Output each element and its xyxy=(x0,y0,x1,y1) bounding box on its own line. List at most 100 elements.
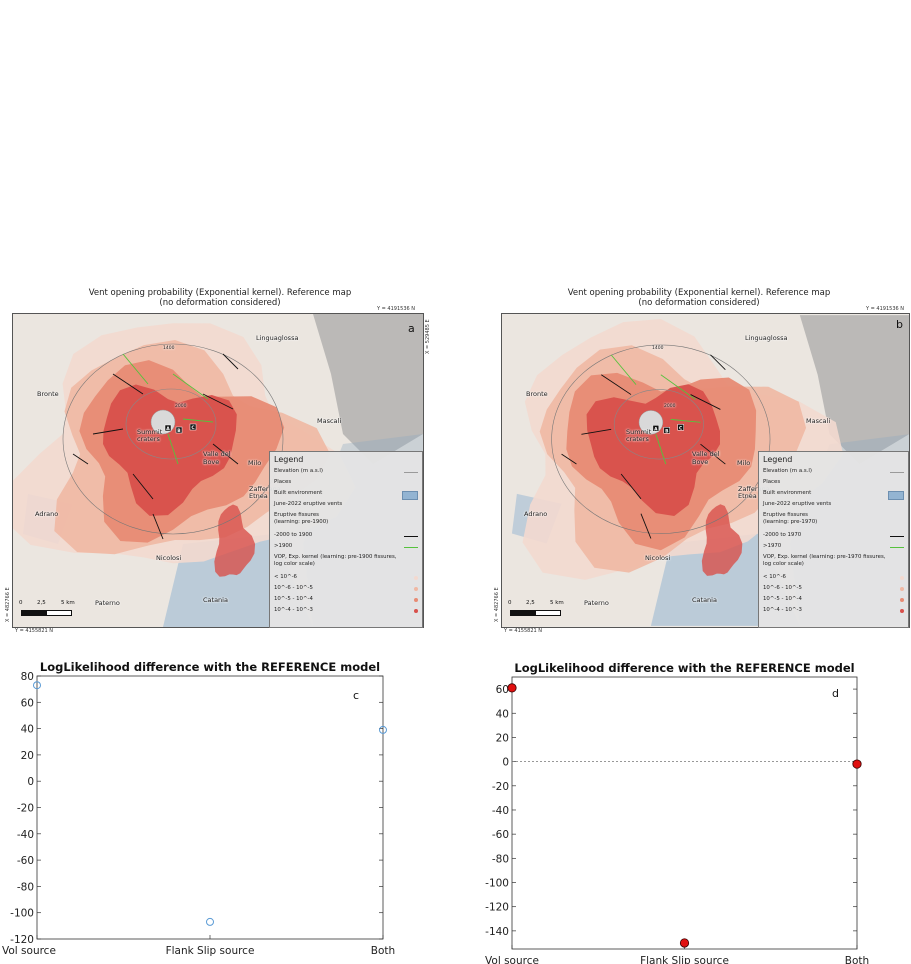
map-legend: Legend Elevation (m a.s.l) Places Built … xyxy=(269,451,423,628)
class3-dot-icon xyxy=(414,597,418,602)
y-tick-label: -40 xyxy=(492,805,509,817)
y-tick-label: 20 xyxy=(21,750,34,762)
place-milo: Milo xyxy=(737,459,751,467)
y-tick-label: -80 xyxy=(17,881,34,893)
elevation-label-2000: 2000 xyxy=(175,404,187,409)
data-point xyxy=(507,683,517,693)
legend-title: Legend xyxy=(274,455,304,464)
y-tick-label: 40 xyxy=(496,708,509,720)
place-bronte: Bronte xyxy=(526,390,548,398)
map-panel-a: Vent opening probability (Exponential ke… xyxy=(0,286,440,638)
place-zafferana: Zafferana Etnea xyxy=(738,485,770,500)
y-tick-label: -100 xyxy=(485,878,509,890)
y-tick-label: -100 xyxy=(10,908,34,920)
legend-vents: June-2022 eruptive vents xyxy=(763,501,832,507)
class1-dot-icon xyxy=(900,575,904,580)
fissure-new xyxy=(122,353,149,385)
x-tick-label: Flank Slip source xyxy=(640,955,729,964)
map-panel-b: Vent opening probability (Exponential ke… xyxy=(489,286,910,638)
data-point xyxy=(206,917,214,926)
legend-class1: < 10^-6 xyxy=(759,572,908,583)
fissure-old xyxy=(72,453,89,465)
vop-class4-south xyxy=(214,504,256,577)
fissure-old xyxy=(640,513,652,539)
place-catania: Catania xyxy=(692,596,717,604)
legend-period-old: -2000 to 1900 xyxy=(270,530,422,541)
elevation-label-1400: 1400 xyxy=(652,346,664,351)
map-title-line2: (no deformation considered) xyxy=(638,298,760,308)
chart-title: LogLikelihood difference with the REFERE… xyxy=(514,661,854,675)
legend-elevation: Elevation (m a.s.l) xyxy=(759,466,908,477)
place-mascali: Mascali xyxy=(806,417,831,425)
data-point xyxy=(679,938,690,948)
vop-class4-zone xyxy=(586,384,720,516)
fissure-old xyxy=(222,353,239,370)
fissure-old xyxy=(620,473,642,500)
vent-label-c: C xyxy=(191,425,195,431)
plot-frame xyxy=(36,675,384,940)
fissure-old xyxy=(212,443,239,465)
place-paterno: Paterno xyxy=(95,599,120,607)
class3-dot-icon xyxy=(900,597,904,602)
built-area-icon xyxy=(402,490,418,500)
y-tick-label: 40 xyxy=(21,724,34,736)
data-point xyxy=(379,725,387,734)
y-tick-label: 60 xyxy=(496,684,509,696)
vop-class4-south xyxy=(701,504,743,576)
legend-period-old: -2000 to 1970 xyxy=(759,530,908,541)
plot-frame xyxy=(511,676,858,950)
map-title-line1: Vent opening probability (Exponential ke… xyxy=(88,288,352,298)
fissure-new xyxy=(655,434,667,465)
fissure-new xyxy=(660,374,696,400)
coastal-relief xyxy=(799,315,909,465)
place-mascali: Mascali xyxy=(317,417,342,425)
place-valle-del-bove: Valle del Bove xyxy=(203,450,231,466)
legend-period-new: >1970 xyxy=(759,541,908,552)
y-tick-label: -80 xyxy=(492,853,509,865)
panel-letter-d: d xyxy=(832,687,839,700)
y-tick-label: -140 xyxy=(485,926,509,938)
panel-letter-c: c xyxy=(353,689,359,702)
vent-marker-c xyxy=(189,423,197,431)
vent-marker-c xyxy=(677,424,684,431)
class1-dot-icon xyxy=(414,575,418,580)
x-tick-label: Flank Slip source xyxy=(166,945,255,957)
coord-top: Y = 4191536 N xyxy=(866,306,905,312)
y-tick-label: -60 xyxy=(492,829,509,841)
place-bronte: Bronte xyxy=(37,390,59,398)
fissure-old xyxy=(700,443,726,465)
scalebar-black xyxy=(21,610,47,616)
fissure-old xyxy=(690,394,721,410)
coord-left: X = 482766 E xyxy=(494,587,500,622)
green-line-icon xyxy=(890,546,904,548)
fissure-old xyxy=(601,374,632,395)
scalebar-zero: 0 xyxy=(508,600,512,606)
y-tick-label: -120 xyxy=(485,902,509,914)
fissure-new xyxy=(172,373,209,400)
scalebar-end: 5 km xyxy=(550,600,564,606)
legend-places: Places xyxy=(763,479,781,485)
panel-letter-b: b xyxy=(896,318,903,331)
coord-top: Y = 4191536 N xyxy=(377,306,416,312)
legend-class4: 10^-4 - 10^-3 xyxy=(759,605,908,616)
elevation-label-1400: 1400 xyxy=(163,346,175,351)
contour-1400 xyxy=(62,343,284,535)
vent-label-b: B xyxy=(665,428,669,434)
scalebar-end: 5 km xyxy=(61,600,75,606)
chart-c: LogLikelihood difference with the REFERE… xyxy=(2,660,395,957)
fissure-new xyxy=(610,354,637,385)
fissure-new xyxy=(182,418,214,423)
fissure-old xyxy=(112,373,144,395)
y-tick-label: 0 xyxy=(27,776,34,788)
y-tick-label: -20 xyxy=(17,803,34,815)
map-legend: Legend Elevation (m a.s.l) Places Built … xyxy=(758,451,909,628)
scalebar-mid: 2,5 xyxy=(37,600,46,606)
legend-places: Places xyxy=(274,479,292,485)
fissure-old xyxy=(152,513,164,540)
vop-class4-zone xyxy=(103,384,237,516)
legend-class1: < 10^-6 xyxy=(270,572,422,583)
legend-vop: VOP, Exp. kernel (learning: pre-1970 fis… xyxy=(763,554,886,567)
legend-elevation: Elevation (m a.s.l) xyxy=(270,466,422,477)
black-line-icon xyxy=(404,535,418,537)
scalebar-white xyxy=(535,610,561,616)
